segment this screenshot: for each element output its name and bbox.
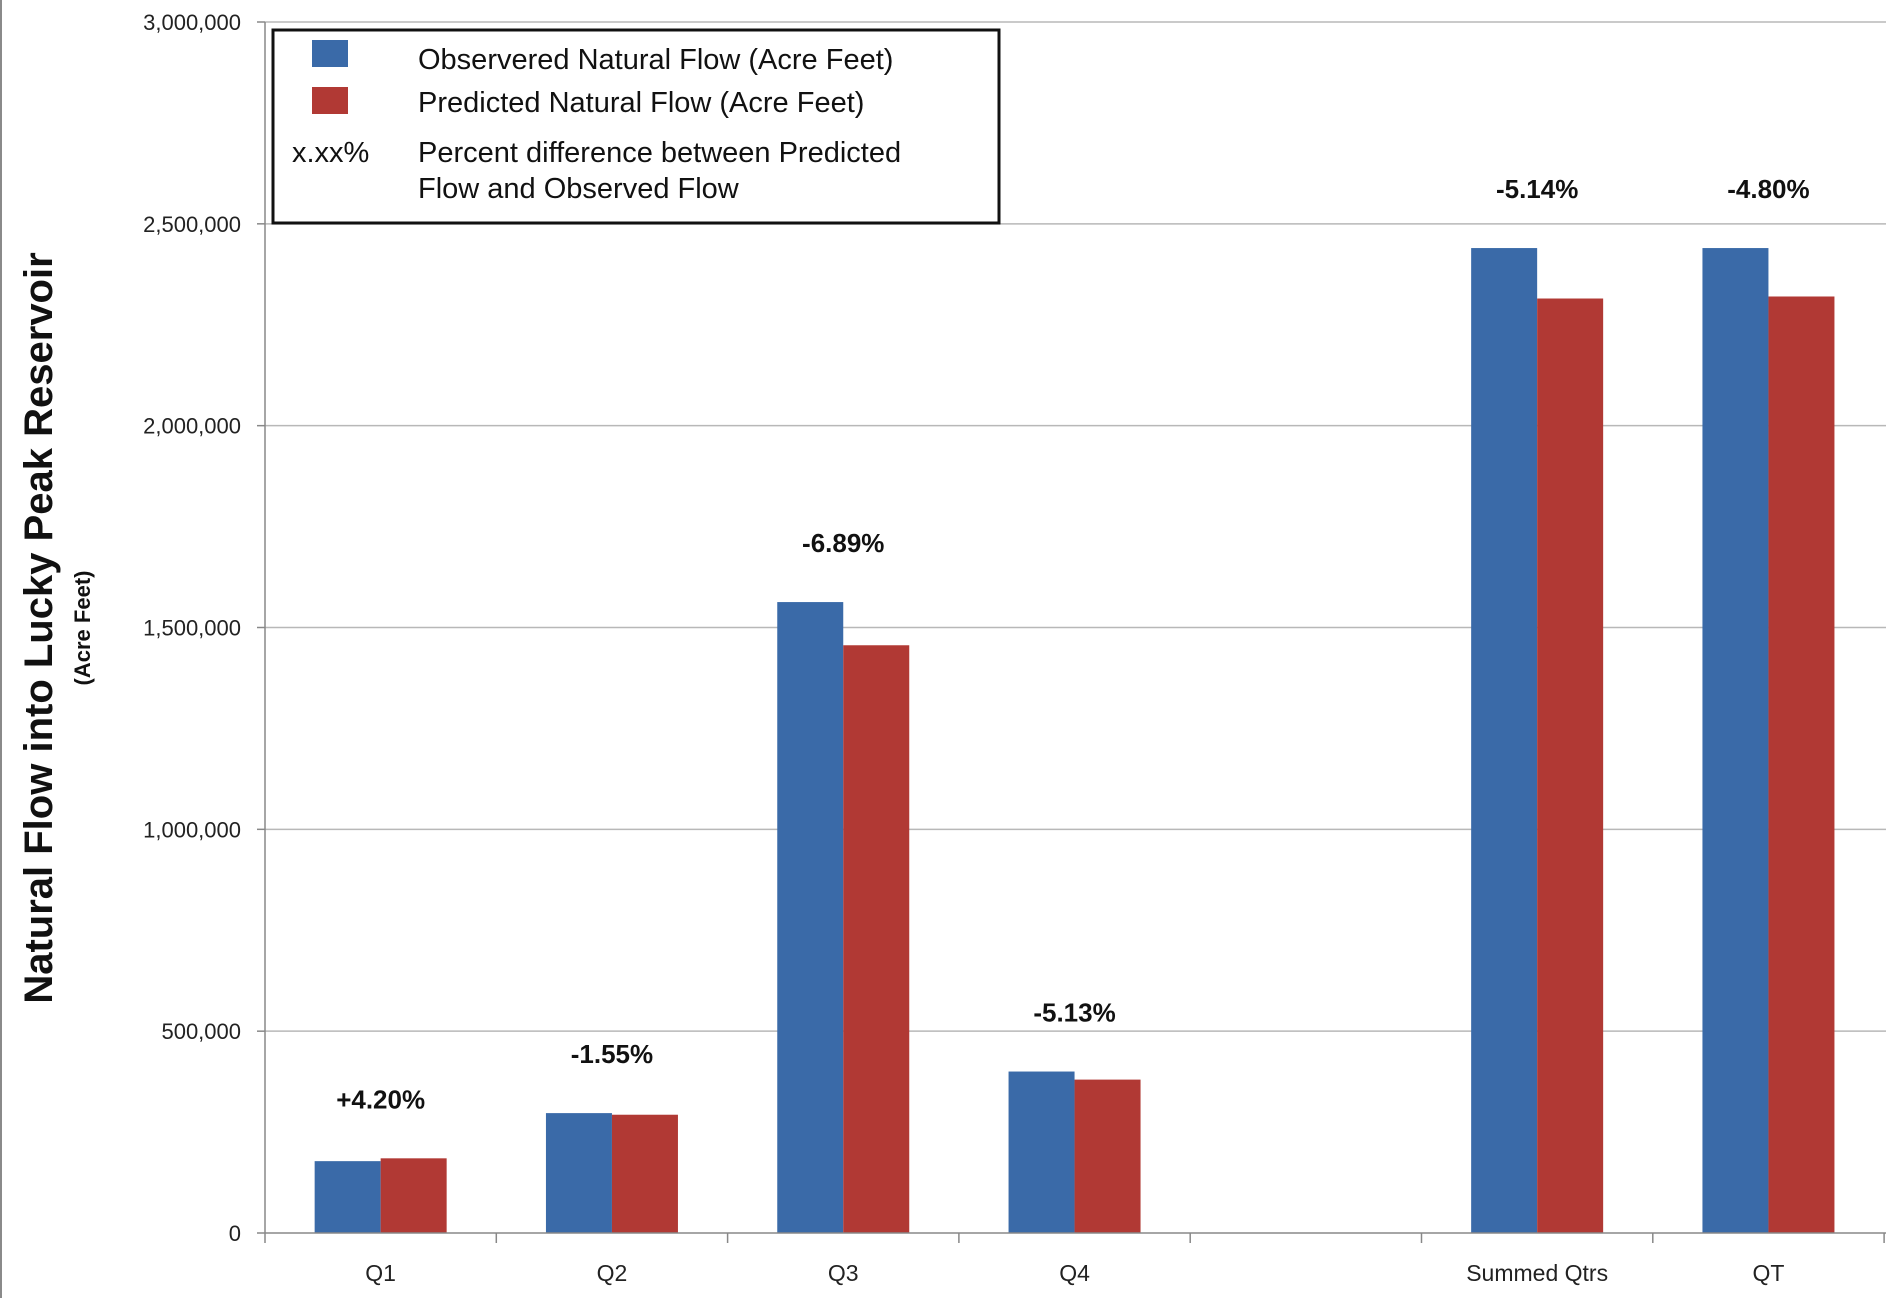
percent-difference-label: -1.55% [571, 1039, 653, 1069]
legend-swatch-observed [312, 40, 348, 67]
x-axis-categories: Q1 Q2 Q3 Q4 Summed Qtrs QT [365, 1260, 1784, 1286]
legend: Observered Natural Flow (Acre Feet) Pred… [271, 28, 1001, 225]
x-category-label: QT [1752, 1260, 1784, 1286]
bar-predicted [1074, 1079, 1141, 1233]
chart-frame-edge [0, 0, 2, 1298]
y-tick-label: 2,000,000 [143, 414, 241, 439]
percent-difference-label: -5.13% [1033, 998, 1115, 1028]
bar-observed [545, 1113, 612, 1233]
bar-predicted [611, 1114, 678, 1233]
y-tick-label: 1,500,000 [143, 616, 241, 641]
y-tick-label: 0 [229, 1221, 241, 1246]
bar-predicted [1537, 298, 1604, 1233]
bar-observed [777, 602, 844, 1233]
y-tick-label: 3,000,000 [143, 10, 241, 35]
x-category-label: Q2 [597, 1260, 628, 1286]
bar-observed [1008, 1071, 1075, 1233]
bar-observed [1702, 248, 1769, 1233]
bar-observed [314, 1161, 381, 1233]
legend-note-line2: Flow and Observed Flow [418, 173, 740, 205]
bar-predicted [380, 1158, 447, 1233]
bar-predicted [1768, 296, 1835, 1233]
bars [314, 248, 1835, 1233]
legend-swatch-predicted [312, 87, 348, 114]
percent-difference-label: -5.14% [1496, 174, 1578, 204]
legend-label-observed: Observered Natural Flow (Acre Feet) [418, 44, 893, 76]
y-axis-ticks: 0 500,000 1,000,000 1,500,000 2,000,000 2,500… [143, 10, 266, 1246]
percent-difference-label: -6.89% [802, 528, 884, 558]
bar-predicted [843, 645, 910, 1233]
percent-difference-label: +4.20% [336, 1084, 425, 1114]
y-tick-label: 500,000 [161, 1019, 241, 1044]
x-category-label: Q1 [365, 1260, 396, 1286]
legend-note-symbol: x.xx% [292, 137, 369, 169]
bar-observed [1471, 248, 1538, 1233]
legend-note-line1: Percent difference between Predicted [418, 137, 901, 169]
legend-box [271, 28, 1001, 225]
y-tick-label: 1,000,000 [143, 817, 241, 842]
y-axis-title-main: Natural Flow into Lucky Peak Reservoir [17, 252, 61, 1003]
x-category-label: Q4 [1059, 1260, 1090, 1286]
x-axis [264, 1232, 1886, 1243]
x-category-label: Q3 [828, 1260, 859, 1286]
y-tick-label: 2,500,000 [143, 212, 241, 237]
data-annotations: +4.20% -1.55% -6.89% -5.13% -5.14% -4.80% [336, 174, 1809, 1114]
x-category-label: Summed Qtrs [1466, 1260, 1608, 1286]
y-axis-title: Natural Flow into Lucky Peak Reservoir (… [17, 252, 95, 1003]
legend-label-predicted: Predicted Natural Flow (Acre Feet) [418, 87, 864, 119]
y-axis-title-units: (Acre Feet) [70, 571, 95, 686]
percent-difference-label: -4.80% [1727, 174, 1809, 204]
